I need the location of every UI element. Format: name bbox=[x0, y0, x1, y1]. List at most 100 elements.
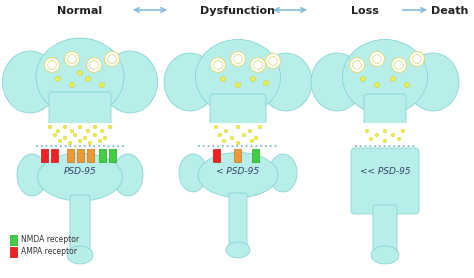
Bar bbox=[109, 149, 116, 162]
Ellipse shape bbox=[67, 246, 93, 264]
Text: Dysfunction: Dysfunction bbox=[201, 6, 275, 16]
Bar bbox=[10, 247, 17, 257]
Ellipse shape bbox=[78, 139, 82, 143]
Ellipse shape bbox=[2, 51, 57, 113]
Text: Death: Death bbox=[431, 6, 469, 16]
Ellipse shape bbox=[113, 154, 143, 196]
Text: NMDA receptor: NMDA receptor bbox=[21, 235, 79, 244]
Ellipse shape bbox=[311, 53, 363, 111]
Ellipse shape bbox=[93, 133, 97, 137]
Ellipse shape bbox=[58, 139, 62, 143]
Ellipse shape bbox=[98, 139, 102, 143]
Ellipse shape bbox=[248, 129, 252, 133]
Ellipse shape bbox=[349, 58, 365, 73]
Ellipse shape bbox=[370, 51, 384, 66]
Bar bbox=[36, 123, 124, 143]
Bar bbox=[99, 149, 106, 162]
Bar bbox=[212, 149, 219, 162]
Ellipse shape bbox=[264, 81, 268, 86]
Ellipse shape bbox=[63, 136, 67, 140]
Ellipse shape bbox=[64, 51, 80, 66]
Bar bbox=[343, 123, 427, 143]
Ellipse shape bbox=[85, 76, 91, 81]
FancyBboxPatch shape bbox=[351, 148, 419, 214]
Ellipse shape bbox=[45, 58, 60, 73]
Ellipse shape bbox=[361, 76, 365, 81]
Ellipse shape bbox=[226, 242, 250, 258]
FancyBboxPatch shape bbox=[210, 94, 266, 128]
Ellipse shape bbox=[37, 153, 122, 201]
Text: << PSD-95: << PSD-95 bbox=[360, 167, 410, 176]
Ellipse shape bbox=[102, 51, 157, 113]
Ellipse shape bbox=[103, 136, 107, 140]
Ellipse shape bbox=[214, 125, 218, 129]
Ellipse shape bbox=[236, 141, 240, 145]
Ellipse shape bbox=[230, 51, 246, 66]
Bar bbox=[66, 149, 73, 162]
Ellipse shape bbox=[369, 137, 373, 141]
Ellipse shape bbox=[242, 133, 246, 137]
Text: Loss: Loss bbox=[351, 6, 379, 16]
Text: AMPA receptor: AMPA receptor bbox=[21, 247, 77, 257]
Bar bbox=[51, 149, 57, 162]
Ellipse shape bbox=[78, 125, 82, 129]
Ellipse shape bbox=[53, 133, 57, 137]
Ellipse shape bbox=[86, 58, 101, 73]
Ellipse shape bbox=[164, 53, 216, 111]
Bar bbox=[10, 235, 17, 245]
Ellipse shape bbox=[179, 154, 207, 192]
Ellipse shape bbox=[391, 76, 395, 81]
Ellipse shape bbox=[78, 71, 82, 76]
Ellipse shape bbox=[375, 133, 379, 137]
Bar bbox=[196, 123, 280, 143]
Ellipse shape bbox=[195, 39, 281, 115]
Bar bbox=[253, 149, 259, 162]
Ellipse shape bbox=[17, 154, 47, 196]
Ellipse shape bbox=[391, 133, 395, 137]
Ellipse shape bbox=[401, 129, 405, 133]
Ellipse shape bbox=[70, 83, 74, 88]
Ellipse shape bbox=[56, 129, 60, 133]
Bar bbox=[235, 149, 241, 162]
Ellipse shape bbox=[73, 133, 77, 137]
Ellipse shape bbox=[250, 139, 254, 143]
Ellipse shape bbox=[83, 136, 87, 140]
Text: Normal: Normal bbox=[57, 6, 102, 16]
Ellipse shape bbox=[93, 125, 97, 129]
Bar bbox=[76, 149, 83, 162]
Ellipse shape bbox=[48, 125, 52, 129]
Ellipse shape bbox=[218, 133, 222, 137]
Ellipse shape bbox=[198, 153, 278, 197]
Ellipse shape bbox=[258, 125, 262, 129]
Ellipse shape bbox=[230, 136, 234, 140]
Ellipse shape bbox=[260, 53, 312, 111]
Ellipse shape bbox=[224, 129, 228, 133]
FancyBboxPatch shape bbox=[229, 193, 247, 252]
Ellipse shape bbox=[108, 125, 112, 129]
FancyBboxPatch shape bbox=[49, 92, 111, 128]
Ellipse shape bbox=[397, 137, 401, 141]
Ellipse shape bbox=[365, 129, 369, 133]
Ellipse shape bbox=[250, 76, 255, 81]
Ellipse shape bbox=[383, 129, 387, 133]
Ellipse shape bbox=[104, 51, 119, 66]
Ellipse shape bbox=[100, 83, 104, 88]
Ellipse shape bbox=[265, 53, 281, 68]
Ellipse shape bbox=[222, 139, 226, 143]
Ellipse shape bbox=[410, 51, 425, 66]
Ellipse shape bbox=[374, 83, 380, 88]
Ellipse shape bbox=[404, 83, 410, 88]
Ellipse shape bbox=[36, 38, 124, 116]
FancyBboxPatch shape bbox=[373, 205, 397, 257]
Ellipse shape bbox=[250, 58, 265, 73]
Bar bbox=[86, 149, 93, 162]
Text: PSD-95: PSD-95 bbox=[64, 167, 96, 176]
Ellipse shape bbox=[70, 129, 74, 133]
Ellipse shape bbox=[210, 58, 226, 73]
Ellipse shape bbox=[371, 246, 399, 264]
Ellipse shape bbox=[392, 58, 407, 73]
Ellipse shape bbox=[383, 139, 387, 143]
Ellipse shape bbox=[269, 154, 297, 192]
Ellipse shape bbox=[407, 53, 459, 111]
FancyBboxPatch shape bbox=[70, 195, 90, 257]
